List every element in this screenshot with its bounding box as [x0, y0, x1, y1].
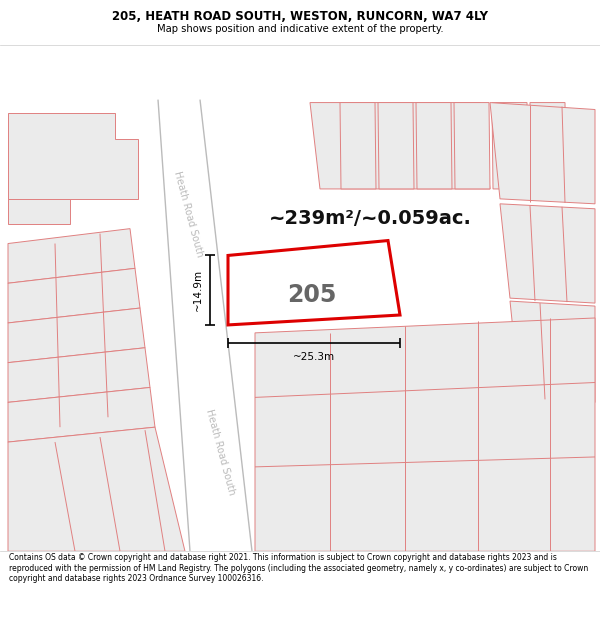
Polygon shape: [8, 388, 155, 442]
Text: Contains OS data © Crown copyright and database right 2021. This information is : Contains OS data © Crown copyright and d…: [9, 554, 588, 583]
Polygon shape: [248, 258, 375, 315]
Polygon shape: [8, 308, 145, 362]
Polygon shape: [378, 102, 414, 189]
Text: Heath Road South: Heath Road South: [204, 408, 236, 496]
Polygon shape: [454, 102, 490, 189]
Polygon shape: [255, 318, 595, 551]
Polygon shape: [8, 348, 150, 403]
Polygon shape: [8, 229, 135, 283]
Polygon shape: [8, 427, 185, 551]
Text: Map shows position and indicative extent of the property.: Map shows position and indicative extent…: [157, 24, 443, 34]
Text: 205: 205: [287, 283, 337, 307]
Polygon shape: [8, 112, 138, 199]
Polygon shape: [530, 102, 566, 189]
Text: ~25.3m: ~25.3m: [293, 352, 335, 362]
Polygon shape: [8, 268, 140, 323]
Polygon shape: [228, 241, 400, 325]
Polygon shape: [500, 204, 595, 303]
Polygon shape: [158, 99, 252, 551]
Text: Heath Road South: Heath Road South: [172, 169, 204, 258]
Polygon shape: [492, 102, 528, 189]
Polygon shape: [490, 102, 595, 204]
Text: ~14.9m: ~14.9m: [193, 269, 203, 311]
Text: ~239m²/~0.059ac.: ~239m²/~0.059ac.: [269, 209, 472, 228]
Polygon shape: [340, 102, 376, 189]
Text: 205, HEATH ROAD SOUTH, WESTON, RUNCORN, WA7 4LY: 205, HEATH ROAD SOUTH, WESTON, RUNCORN, …: [112, 10, 488, 23]
Polygon shape: [8, 199, 70, 224]
Polygon shape: [158, 99, 210, 164]
Polygon shape: [310, 102, 490, 189]
Polygon shape: [416, 102, 452, 189]
Polygon shape: [510, 301, 595, 402]
